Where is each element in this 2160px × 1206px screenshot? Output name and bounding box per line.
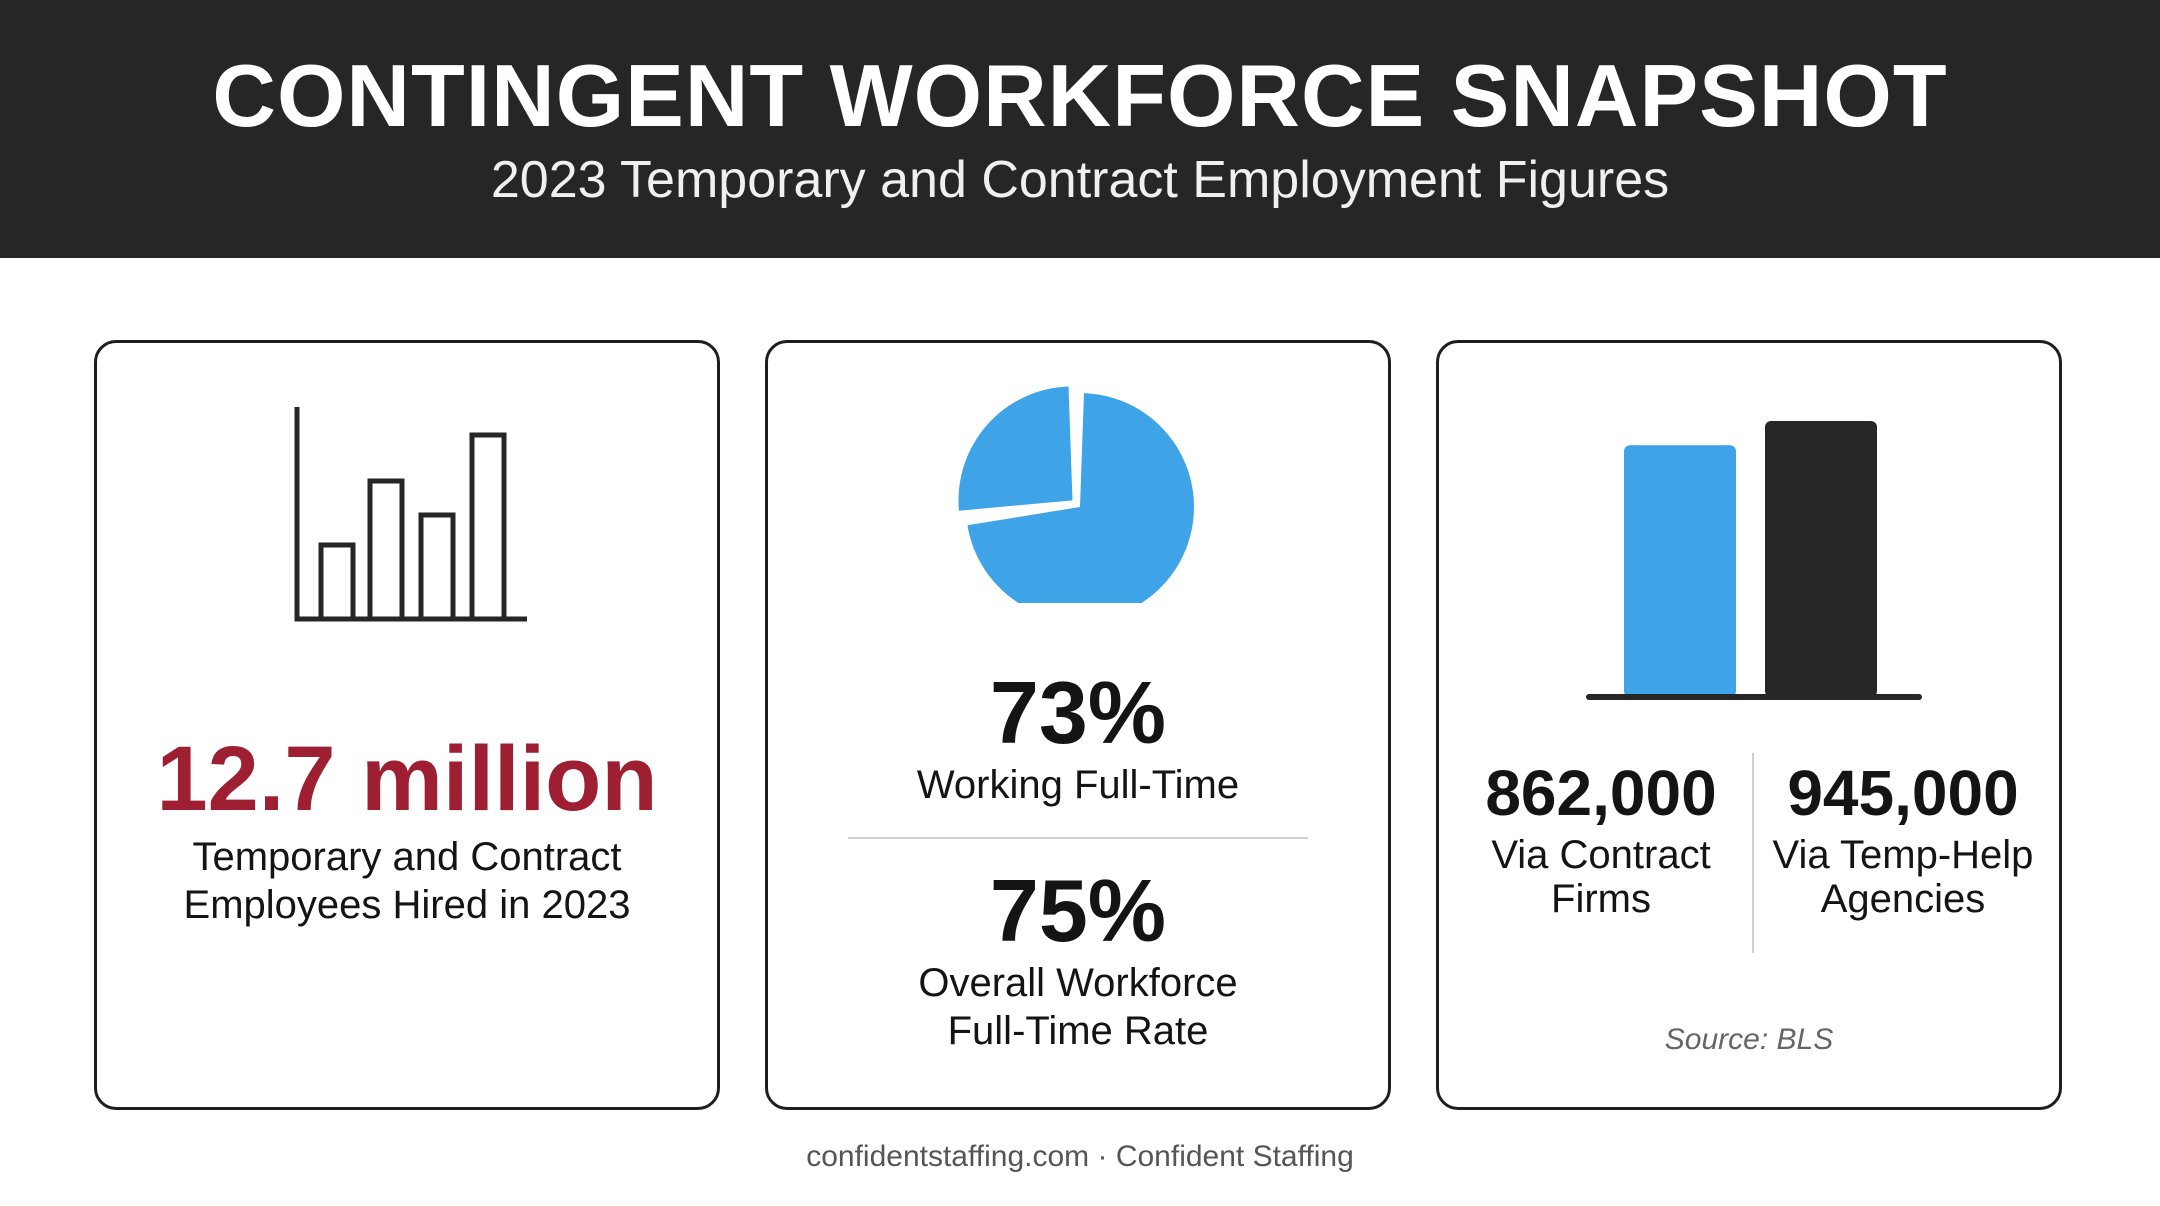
overall-label-line2: Full-Time Rate [947, 1009, 1209, 1053]
fulltime-label: Working Full-Time [916, 763, 1240, 807]
header-banner: CONTINGENT WORKFORCE SNAPSHOT 2023 Tempo… [0, 0, 2160, 258]
source-note: Source: BLS [1664, 1023, 1834, 1056]
page-subtitle: 2023 Temporary and Contract Employment F… [490, 151, 1670, 209]
contract-label-line1: Via Contract [1491, 833, 1711, 877]
overall-label-line1: Overall Workforce [918, 961, 1238, 1005]
contract-column: 862,000 Via Contract Firms [1451, 757, 1751, 921]
contract-label-line2: Firms [1551, 877, 1651, 921]
bar-contract-firms [1624, 445, 1736, 697]
pie-chart-icon [958, 386, 1194, 603]
column-divider [1752, 753, 1754, 953]
comparison-bars-icon [1586, 421, 1922, 700]
pie-slice-full-time [967, 393, 1194, 603]
contract-value: 862,000 [1485, 757, 1717, 829]
temp-help-label-line2: Agencies [1820, 877, 1986, 921]
bar-chart-outline-icon [294, 407, 527, 622]
temp-help-column: 945,000 Via Temp-Help Agencies [1753, 757, 2053, 921]
stat-card-hires: 12.7 million Temporary and Contract Empl… [94, 340, 720, 1110]
temp-help-label-line1: Via Temp-Help [1772, 833, 2034, 877]
hires-label-line2: Employees Hired in 2023 [183, 883, 631, 927]
temp-help-value: 945,000 [1787, 757, 2019, 829]
overall-value: 75% [989, 861, 1167, 960]
bar-temp-help-agencies [1765, 421, 1877, 697]
hires-label-line1: Temporary and Contract [192, 835, 622, 879]
pie-slice-remainder [958, 386, 1073, 511]
fulltime-value: 73% [989, 663, 1167, 762]
hires-value: 12.7 million [156, 728, 658, 830]
footer-credit: confidentstaffing.com · Confident Staffi… [806, 1140, 1354, 1173]
divider [848, 837, 1308, 839]
stat-card-channels: 862,000 Via Contract Firms 945,000 Via T… [1436, 340, 2062, 1110]
stat-card-fulltime: 73% Working Full-Time 75% Overall Workfo… [765, 340, 1391, 1110]
page-title: CONTINGENT WORKFORCE SNAPSHOT [212, 46, 1948, 145]
